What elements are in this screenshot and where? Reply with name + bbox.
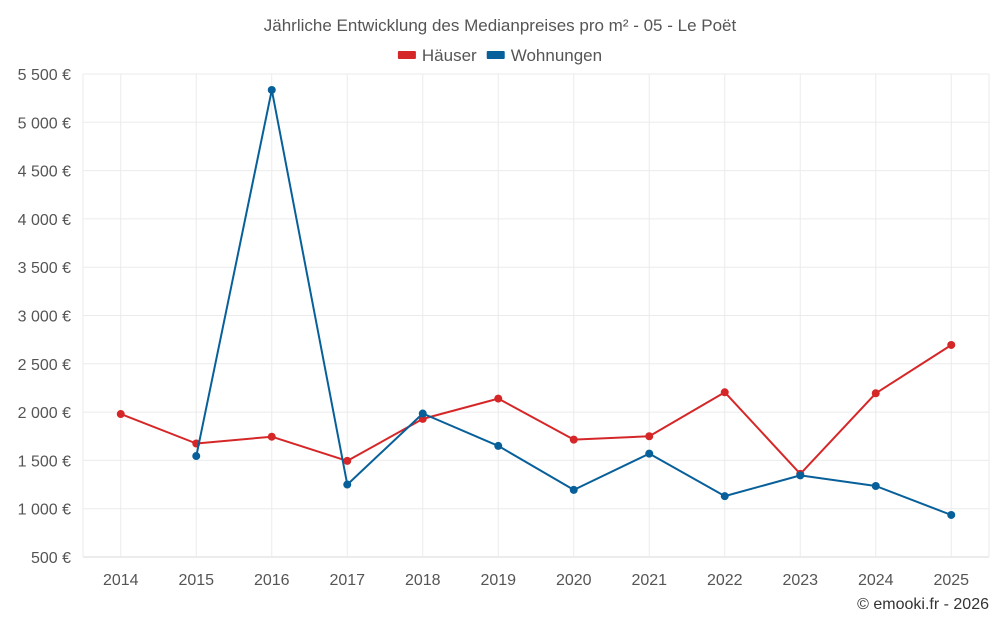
series-wohnungen [192,85,956,519]
data-point-wohnungen[interactable] [871,481,880,490]
data-point-wohnungen[interactable] [267,85,276,94]
data-point-wohnungen[interactable] [192,452,201,461]
y-tick-label: 2 500 € [18,357,71,374]
x-tick-label: 2023 [782,572,818,589]
data-point-haeuser[interactable] [267,432,276,441]
axes: 500 € 1 000 € 1 500 € 2 000 € 2 500 € 3 000 €… [18,67,970,589]
data-point-wohnungen[interactable] [645,449,654,458]
y-tick-label: 5 000 € [18,115,71,132]
legend-item-wohnungen[interactable]: Wohnungen [486,46,602,65]
y-tick-label: 3 500 € [18,260,71,277]
data-point-haeuser[interactable] [116,410,125,419]
data-point-wohnungen[interactable] [720,492,729,501]
series-line-haeuser [120,344,952,475]
data-point-haeuser[interactable] [343,456,352,465]
data-point-haeuser[interactable] [645,432,654,441]
y-tick-label: 4 500 € [18,164,71,181]
data-point-wohnungen[interactable] [569,485,578,494]
legend-label: Wohnungen [511,46,602,65]
x-tick-label: 2015 [178,572,214,589]
legend-item-haeuser[interactable]: Häuser [397,46,477,65]
y-tick-label: 1 000 € [18,502,71,519]
x-tick-label: 2019 [480,572,516,589]
x-tick-label: 2022 [707,572,743,589]
y-tick-label: 1 500 € [18,453,71,470]
data-point-wohnungen[interactable] [494,441,503,450]
legend-label: Häuser [422,46,477,65]
x-tick-label: 2014 [103,572,139,589]
y-tick-label: 5 500 € [18,67,71,84]
legend-swatch [397,51,416,59]
grid [82,73,990,558]
y-tick-label: 3 000 € [18,309,71,326]
data-point-haeuser[interactable] [720,388,729,397]
credit-text: © emooki.fr - 2026 [857,596,989,613]
y-tick-label: 2 000 € [18,405,71,422]
chart-title: Jährliche Entwicklung des Medianpreises … [264,16,737,35]
data-point-wohnungen[interactable] [947,510,956,519]
x-tick-label: 2021 [631,572,667,589]
x-tick-label: 2025 [933,572,969,589]
x-tick-label: 2018 [405,572,441,589]
legend: Häuser Wohnungen [397,46,602,65]
y-tick-label: 4 000 € [18,212,71,229]
y-tick-label: 500 € [31,550,71,567]
legend-swatch [486,51,505,59]
data-point-haeuser[interactable] [494,394,503,403]
data-point-haeuser[interactable] [947,340,956,349]
data-point-wohnungen[interactable] [796,471,805,480]
x-tick-label: 2024 [858,572,894,589]
data-point-wohnungen[interactable] [343,480,352,489]
series-haeuser [116,340,956,478]
data-point-wohnungen[interactable] [418,409,427,418]
x-tick-label: 2016 [254,572,290,589]
series-layer [116,85,956,519]
x-tick-label: 2017 [329,572,365,589]
x-tick-label: 2020 [556,572,592,589]
data-point-haeuser[interactable] [569,435,578,444]
data-point-haeuser[interactable] [871,389,880,398]
